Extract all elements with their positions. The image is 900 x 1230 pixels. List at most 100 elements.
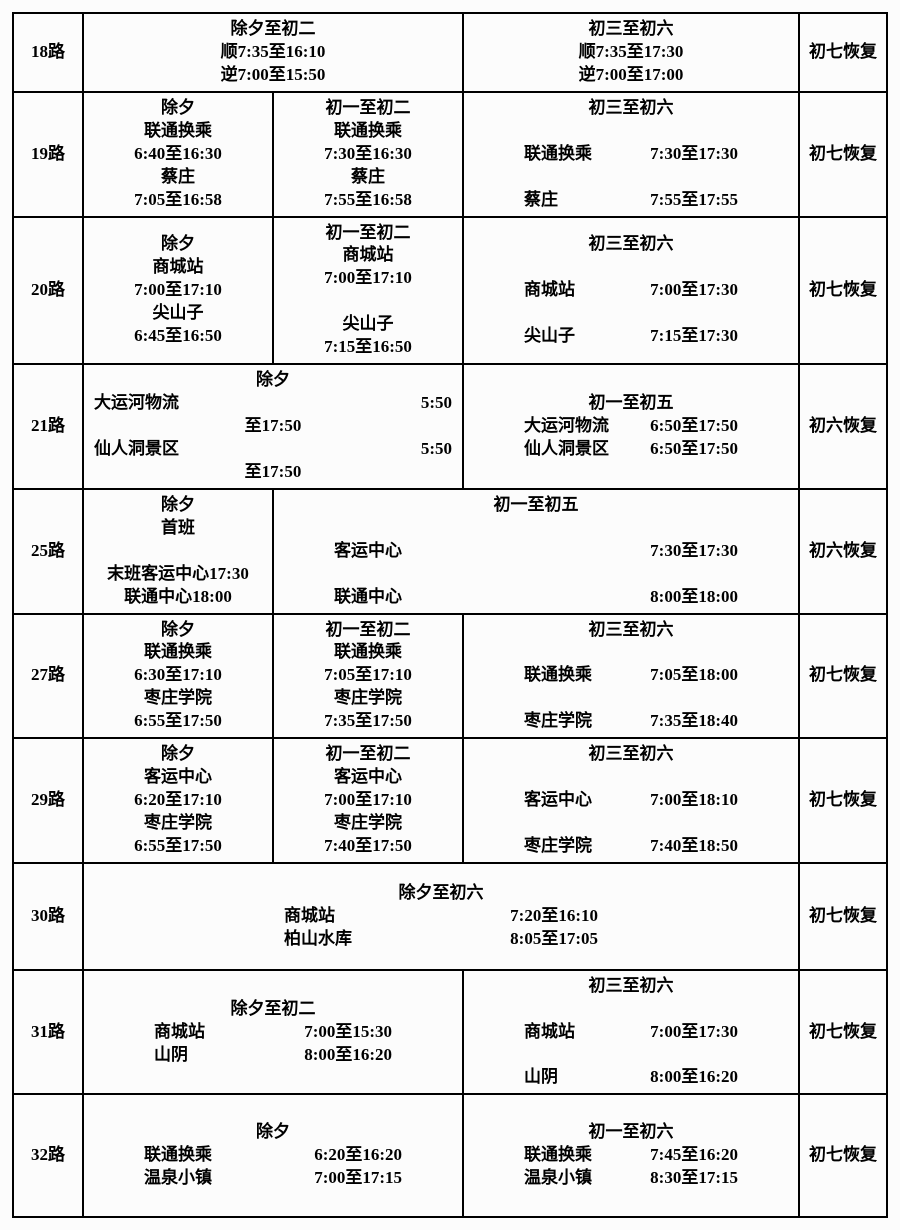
- route-cell: 32路: [13, 1094, 83, 1217]
- table-row: 32路 除夕 联通换乘6:20至16:20 温泉小镇7:00至17:15 初一至…: [13, 1094, 887, 1217]
- resume-cell: 初七恢复: [799, 1094, 887, 1217]
- period-cell: 除夕至初二 顺7:35至16:10 逆7:00至15:50: [83, 13, 463, 92]
- period-cell: 初一至初五 大运河物流6:50至17:50 仙人洞景区6:50至17:50: [463, 364, 799, 489]
- text: 联通换乘: [90, 120, 266, 143]
- resume-cell: 初七恢复: [799, 863, 887, 970]
- v: 7:55至17:55: [650, 189, 738, 212]
- text: 枣庄学院: [90, 812, 266, 835]
- v: 7:00至17:30: [650, 1021, 738, 1044]
- route-cell: 18路: [13, 13, 83, 92]
- text: 7:00至17:10: [280, 267, 456, 290]
- text: 蔡庄: [90, 166, 266, 189]
- k: 联通中心: [334, 586, 436, 609]
- text: 蔡庄: [280, 166, 456, 189]
- k: 商城站: [524, 279, 626, 302]
- table-row: 19路 除夕 联通换乘 6:40至16:30 蔡庄 7:05至16:58 初一至…: [13, 92, 887, 217]
- text: 初一至初二: [280, 97, 456, 120]
- row: 仙人洞景区 5:50: [94, 438, 452, 461]
- text: 6:55至17:50: [90, 835, 266, 858]
- v: 7:40至18:50: [650, 835, 738, 858]
- row: 山阴8:00至16:20: [524, 1066, 738, 1089]
- period-cell: 除夕至初二 商城站7:00至15:30 山阴8:00至16:20: [83, 970, 463, 1095]
- period-cell: 初三至初六 顺7:35至17:30 逆7:00至17:00: [463, 13, 799, 92]
- text: 至17:50: [94, 415, 452, 438]
- k: 蔡庄: [524, 189, 626, 212]
- schedule-table: 18路 除夕至初二 顺7:35至16:10 逆7:00至15:50 初三至初六 …: [12, 12, 888, 1218]
- period-cell: 初三至初六 商城站7:00至17:30 尖山子7:15至17:30: [463, 217, 799, 365]
- table-row: 21路 除夕 大运河物流5:50 至17:50 仙人洞景区5:50 至17:50…: [13, 364, 887, 489]
- table-row: 25路 除夕 首班 末班客运中心17:30 联通中心18:00 初一至初五 客运…: [13, 489, 887, 614]
- period-cell: 初一至初六 联通换乘7:45至16:20 温泉小镇8:30至17:15: [463, 1094, 799, 1217]
- text: 6:30至17:10: [90, 664, 266, 687]
- table-row: 27路 除夕 联通换乘 6:30至17:10 枣庄学院 6:55至17:50 初…: [13, 614, 887, 739]
- period-cell: 初三至初六 商城站7:00至17:30 山阴8:00至16:20: [463, 970, 799, 1095]
- text: 7:05至17:10: [280, 664, 456, 687]
- v: 8:00至16:20: [304, 1044, 392, 1067]
- period-cell: 初一至初五 客运中心7:30至17:30 联通中心8:00至18:00: [273, 489, 799, 614]
- k: 商城站: [154, 1021, 256, 1044]
- v: 7:00至17:30: [650, 279, 738, 302]
- v: 8:05至17:05: [510, 928, 598, 951]
- text: 除夕: [144, 1121, 402, 1144]
- text: 枣庄学院: [90, 687, 266, 710]
- row: 仙人洞景区 6:50至17:50: [524, 438, 738, 461]
- text: 6:40至16:30: [90, 143, 266, 166]
- row: 柏山水库8:05至17:05: [284, 928, 598, 951]
- row: 商城站 7:20至16:10: [284, 905, 598, 928]
- text: 首班: [90, 517, 266, 540]
- row: 蔡庄 7:55至17:55: [524, 189, 738, 212]
- v: 7:20至16:10: [510, 905, 598, 928]
- v: 6:50至17:50: [650, 415, 738, 438]
- text: 6:55至17:50: [90, 710, 266, 733]
- text: 7:15至16:50: [280, 336, 456, 359]
- table-row: 31路 除夕至初二 商城站7:00至15:30 山阴8:00至16:20 初三至…: [13, 970, 887, 1095]
- k: 温泉小镇: [524, 1167, 626, 1190]
- k: 枣庄学院: [524, 835, 626, 858]
- k: 仙人洞景区: [94, 438, 196, 461]
- schedule-table-wrap: 18路 除夕至初二 顺7:35至16:10 逆7:00至15:50 初三至初六 …: [12, 12, 888, 1218]
- text: 6:20至17:10: [90, 789, 266, 812]
- v: 5:50: [421, 438, 452, 461]
- k: 枣庄学院: [524, 710, 626, 733]
- period-cell: 除夕 首班 末班客运中心17:30 联通中心18:00: [83, 489, 273, 614]
- v: 8:30至17:15: [650, 1167, 738, 1190]
- text: 除夕: [94, 369, 452, 392]
- row: 枣庄学院 7:35至18:40: [524, 710, 738, 733]
- text: 商城站: [90, 256, 266, 279]
- row: 客运中心 7:00至18:10: [524, 789, 738, 812]
- k: 商城站: [284, 905, 386, 928]
- v: 6:50至17:50: [650, 438, 738, 461]
- resume-cell: 初七恢复: [799, 92, 887, 217]
- resume-cell: 初六恢复: [799, 489, 887, 614]
- resume-cell: 初六恢复: [799, 364, 887, 489]
- text: 枣庄学院: [280, 687, 456, 710]
- table-row: 29路 除夕 客运中心 6:20至17:10 枣庄学院 6:55至17:50 初…: [13, 738, 887, 863]
- period-cell: 除夕 联通换乘 6:30至17:10 枣庄学院 6:55至17:50: [83, 614, 273, 739]
- row: 大运河物流5:50: [94, 392, 452, 415]
- row: 商城站 7:00至15:30: [154, 1021, 392, 1044]
- text: 除夕至初二: [90, 18, 456, 41]
- k: 联通换乘: [524, 143, 626, 166]
- text: 除夕: [90, 97, 266, 120]
- k: 客运中心: [524, 789, 626, 812]
- v: 7:00至18:10: [650, 789, 738, 812]
- text: 商城站: [280, 244, 456, 267]
- text: 初三至初六: [470, 18, 792, 41]
- v: 7:35至18:40: [650, 710, 738, 733]
- k: 商城站: [524, 1021, 626, 1044]
- v: 8:00至18:00: [650, 586, 738, 609]
- text: 初一至初二: [280, 619, 456, 642]
- v: 7:15至17:30: [650, 325, 738, 348]
- k: 仙人洞景区: [524, 438, 626, 461]
- text: 7:55至16:58: [280, 189, 456, 212]
- period-cell: 初一至初二 客运中心 7:00至17:10 枣庄学院 7:40至17:50: [273, 738, 463, 863]
- v: 7:00至15:30: [304, 1021, 392, 1044]
- text: 顺7:35至17:30: [470, 41, 792, 64]
- text: 除夕至初二: [154, 998, 392, 1021]
- period-cell: 初三至初六 联通换乘7:30至17:30 蔡庄7:55至17:55: [463, 92, 799, 217]
- text: 7:00至17:10: [280, 789, 456, 812]
- text: 联通换乘: [280, 120, 456, 143]
- text: 7:35至17:50: [280, 710, 456, 733]
- period-cell: 除夕 联通换乘 6:40至16:30 蔡庄 7:05至16:58: [83, 92, 273, 217]
- v: 7:05至18:00: [650, 664, 738, 687]
